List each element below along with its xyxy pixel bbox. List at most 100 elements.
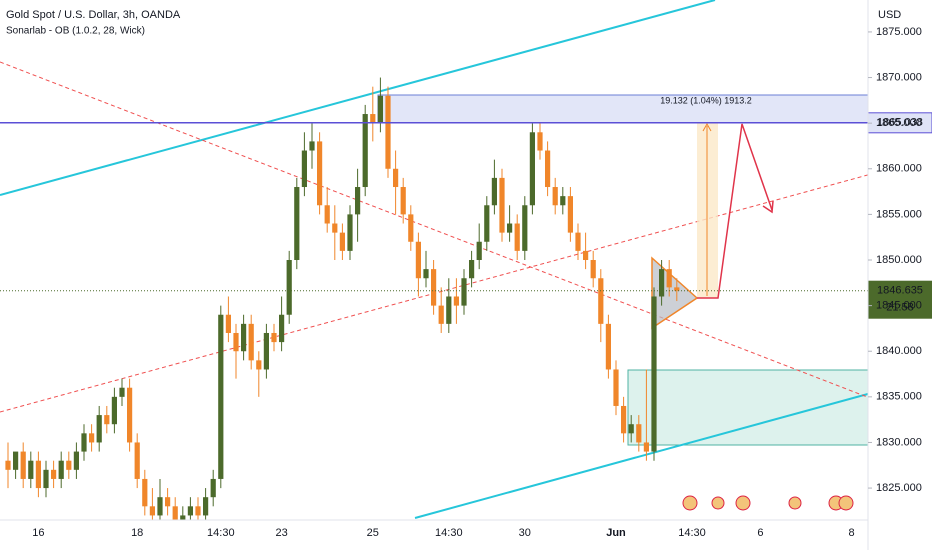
candle-body — [96, 415, 102, 443]
x-tick-label: 6 — [757, 527, 763, 539]
candle-body — [119, 387, 125, 397]
event-icons — [682, 495, 854, 511]
candle-body — [431, 269, 437, 306]
candle-body — [263, 332, 269, 370]
candle-body — [157, 497, 163, 516]
event-icon — [788, 496, 802, 510]
trend-line — [0, 61, 868, 398]
indicator-label: Sonarlab - OB (1.0.2, 28, Wick) — [6, 26, 145, 37]
candle-body — [423, 269, 429, 279]
candle-body — [28, 460, 34, 479]
candle-body — [5, 460, 11, 470]
candle-body — [560, 196, 566, 206]
y-tick-label: 1860.000 — [876, 163, 922, 175]
candle-body — [362, 114, 368, 188]
candle-body — [674, 287, 680, 291]
candle-body — [393, 168, 399, 188]
candle-body — [20, 451, 26, 479]
candle-body — [545, 150, 551, 188]
measure-label: 19.132 (1.04%) 1913.2 — [660, 95, 752, 105]
y-tick-label: 1845.000 — [876, 300, 922, 312]
candle-body — [453, 296, 459, 306]
candle-body — [484, 205, 490, 242]
x-tick-label: 25 — [367, 527, 379, 539]
candles — [5, 77, 680, 520]
candle-body — [552, 187, 558, 206]
candle-body — [628, 424, 634, 434]
x-tick-label: 23 — [275, 527, 287, 539]
channel-bottom — [414, 392, 868, 519]
candle-body — [43, 469, 49, 489]
candle-body — [317, 141, 323, 206]
candle-body — [180, 515, 186, 520]
candle-body — [408, 214, 414, 242]
price-line-label: 1865.038 — [877, 117, 923, 129]
candle-body — [195, 506, 201, 516]
x-tick-label: 14:30 — [678, 527, 706, 539]
candle-body — [225, 314, 231, 333]
candle-body — [590, 260, 596, 279]
candle-body — [301, 150, 307, 188]
candle-body — [13, 451, 19, 470]
candle-body — [476, 241, 482, 260]
candle-body — [233, 332, 239, 352]
candle-body — [73, 451, 79, 470]
candle-body — [659, 269, 665, 297]
candle-body — [400, 187, 406, 215]
event-icon — [711, 496, 725, 510]
candle-body — [605, 323, 611, 370]
candle-body — [81, 433, 87, 452]
last-price-tag — [868, 280, 932, 319]
y-tick-label: 1855.000 — [876, 208, 922, 220]
candle-body — [309, 141, 315, 151]
candle-body — [279, 314, 285, 343]
candle-body — [104, 415, 110, 425]
candle-body — [172, 506, 178, 520]
candle-body — [35, 460, 41, 489]
triangle-pattern — [651, 256, 699, 330]
candle-body — [385, 95, 391, 169]
candle-body — [529, 132, 535, 206]
candle-body — [347, 214, 353, 251]
candle-body — [256, 360, 262, 370]
last-price-label: 1846.635 — [877, 285, 923, 297]
candle-body — [636, 424, 642, 443]
candle-body — [643, 442, 649, 452]
y-tick-label: 1850.000 — [876, 254, 922, 266]
candle-body — [522, 205, 528, 251]
candle-body — [142, 478, 148, 507]
candle-body — [134, 442, 140, 479]
y-tick-label: 1835.000 — [876, 391, 922, 403]
y-tick-label: 1875.000 — [876, 26, 922, 38]
candle-body — [51, 469, 57, 479]
candle-body — [613, 369, 619, 406]
candle-body — [651, 296, 657, 452]
candle-body — [446, 296, 452, 324]
candle-body — [666, 269, 672, 288]
x-tick-label: 14:30 — [435, 527, 463, 539]
candle-body — [355, 187, 361, 215]
x-tick-label: 18 — [131, 527, 143, 539]
candle-body — [248, 323, 254, 361]
y-tick-label: 1825.000 — [876, 482, 922, 494]
candle-body — [339, 232, 345, 251]
x-tick-label: 8 — [849, 527, 855, 539]
candle-body — [461, 278, 467, 306]
candle-body — [286, 260, 292, 315]
candle-body — [111, 396, 117, 425]
candle-body — [58, 460, 64, 479]
y-tick-label: 1840.000 — [876, 345, 922, 357]
candle-body — [127, 387, 133, 443]
candle-body — [241, 323, 247, 352]
candle-body — [149, 506, 155, 516]
candle-body — [514, 223, 520, 251]
candle-body — [89, 433, 95, 443]
candle-body — [438, 305, 444, 324]
candle-body — [187, 506, 193, 516]
candle-body — [218, 314, 224, 479]
candle-body — [370, 114, 376, 124]
event-icon — [735, 495, 751, 511]
candle-body — [499, 177, 505, 233]
projection-arrow-head — [762, 200, 774, 214]
